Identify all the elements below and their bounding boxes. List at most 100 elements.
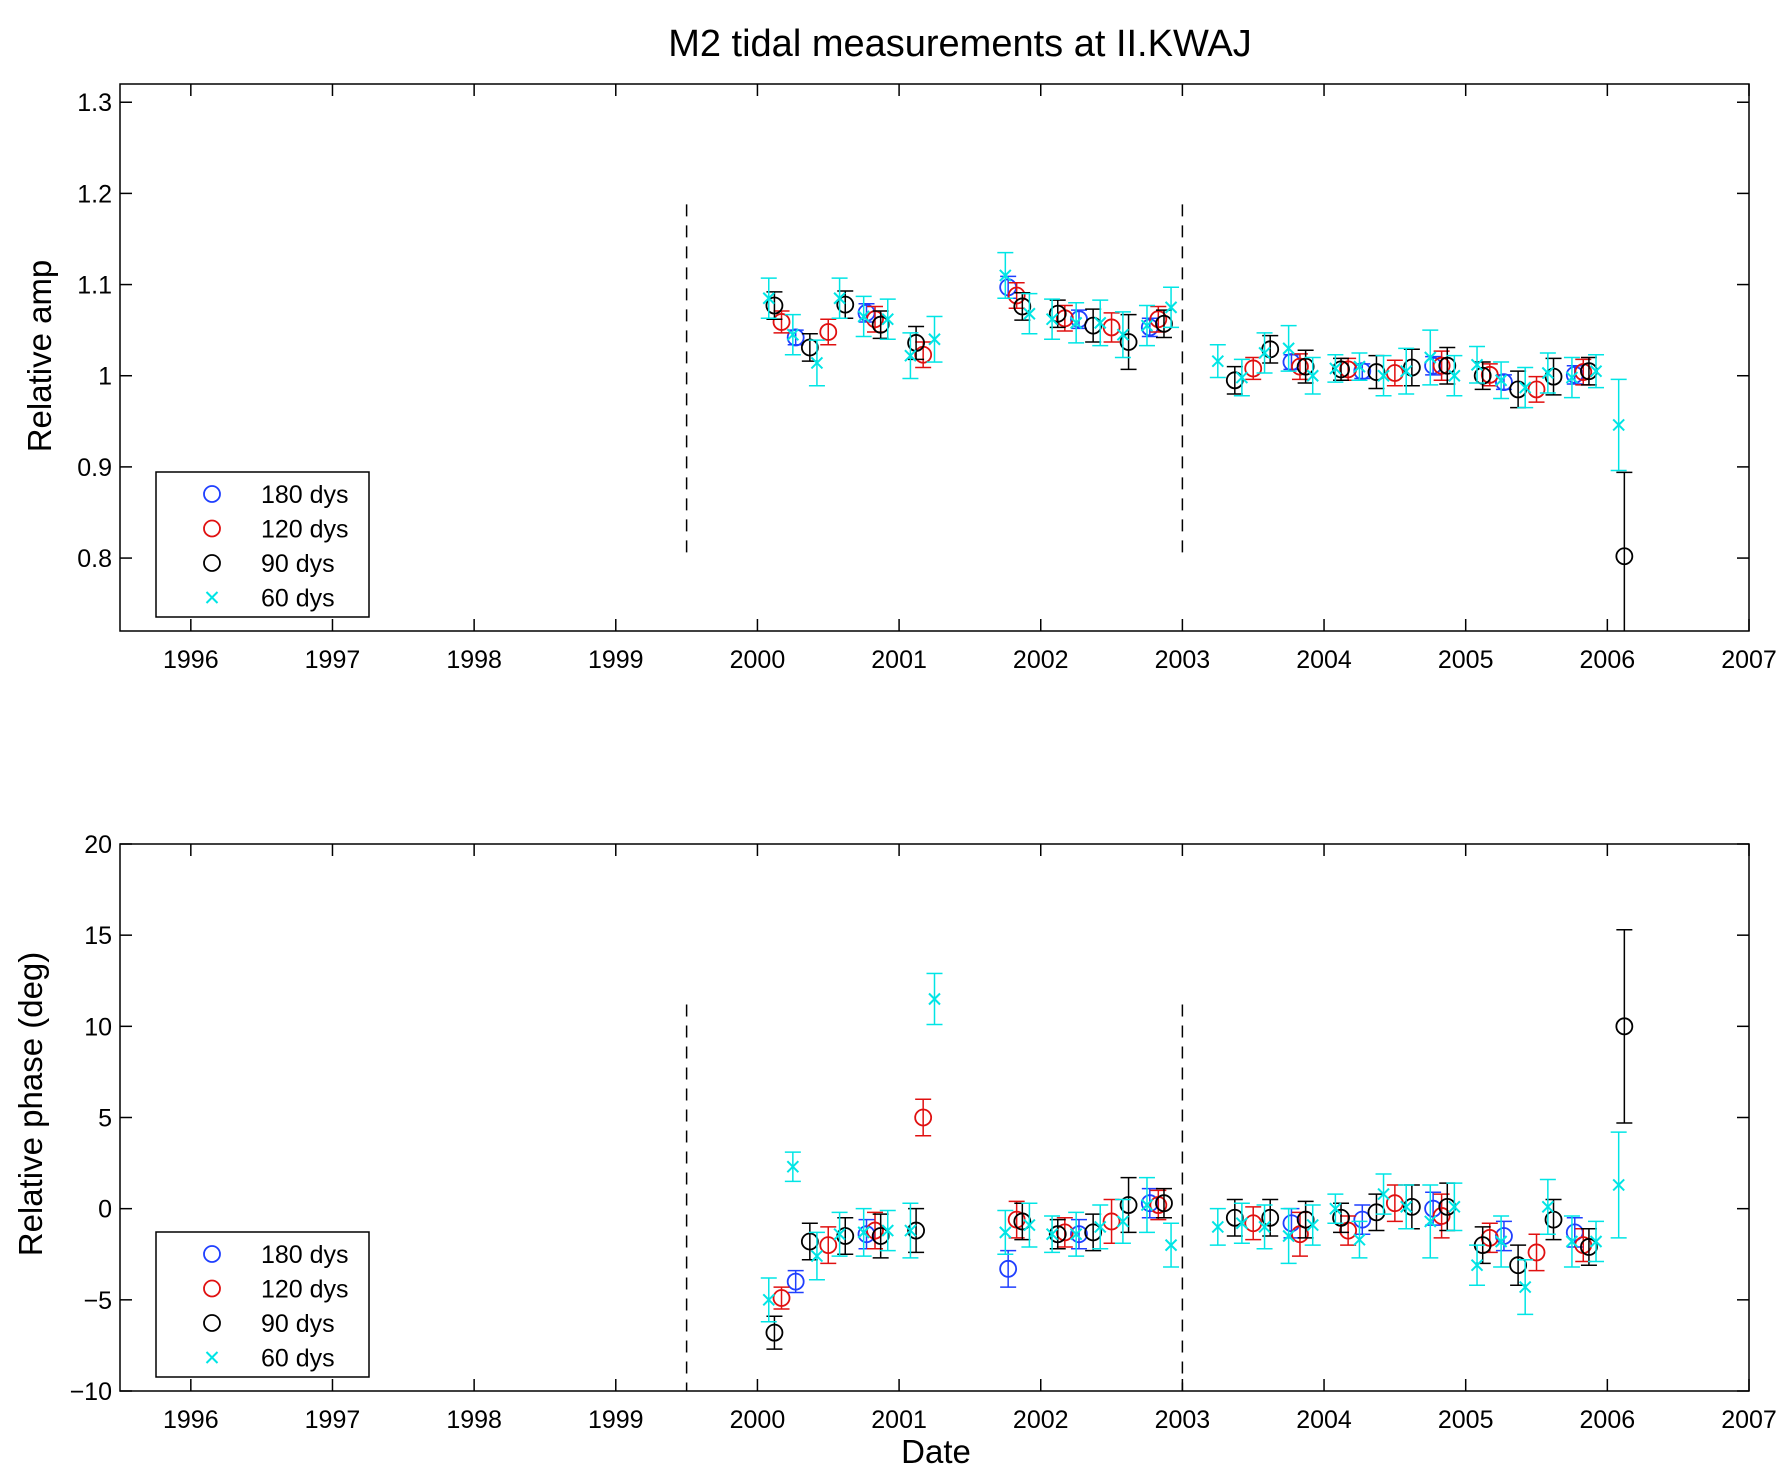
data-point	[928, 992, 941, 1006]
y-tick-label: 0.8	[77, 545, 112, 573]
data-point	[810, 1249, 824, 1263]
data-point	[1424, 351, 1437, 364]
y-tick-label: 15	[84, 922, 112, 950]
data-point	[1353, 1210, 1372, 1229]
x-tick-label: 2006	[1580, 1406, 1636, 1434]
data-point	[999, 1226, 1012, 1239]
data-point	[1589, 1235, 1603, 1248]
x-tick-label: 2000	[730, 646, 786, 674]
bottom-y-axis-label: Relative phase (deg)	[12, 952, 49, 1257]
y-tick-label: 20	[84, 831, 112, 859]
data-point	[1470, 1258, 1484, 1272]
x-tick-label: 2003	[1155, 1406, 1211, 1434]
data-point	[1399, 1200, 1413, 1214]
data-point	[1069, 1227, 1083, 1241]
y-tick-label: 0.9	[77, 454, 112, 482]
data-point	[1069, 316, 1083, 330]
data-point	[1377, 369, 1390, 382]
top-y-axis-label: Relative amp	[21, 260, 58, 453]
y-tick-label: −10	[70, 1378, 112, 1406]
legend-label: 120 dys	[261, 1276, 349, 1304]
data-point	[1565, 1235, 1579, 1248]
legend-label: 60 dys	[261, 1345, 335, 1373]
data-point	[1094, 1220, 1107, 1234]
data-point	[1140, 319, 1154, 332]
data-point	[1084, 316, 1103, 335]
data-point	[1332, 360, 1350, 379]
x-tick-label: 2001	[871, 646, 927, 674]
legend-marker	[205, 1351, 219, 1364]
data-point	[914, 1108, 933, 1127]
data-point	[1048, 304, 1067, 323]
data-point	[1094, 316, 1107, 330]
data-point	[871, 315, 890, 334]
data-point	[904, 1224, 917, 1237]
y-tick-label: 10	[84, 1013, 112, 1041]
data-point	[1367, 1203, 1386, 1222]
data-point	[1527, 380, 1546, 399]
data-point	[1580, 1238, 1598, 1256]
legend-box	[155, 1231, 370, 1378]
data-point	[1470, 358, 1484, 372]
y-tick-label: 0	[98, 1196, 112, 1224]
data-point	[881, 1224, 894, 1237]
data-point	[1541, 1200, 1555, 1214]
data-point	[1119, 1196, 1138, 1214]
data-point	[1045, 313, 1059, 326]
data-point	[1480, 365, 1499, 384]
data-point	[1527, 1243, 1546, 1262]
data-point	[1261, 1208, 1280, 1227]
data-point	[1329, 362, 1342, 375]
data-point	[1353, 1233, 1366, 1246]
data-point	[1448, 1200, 1461, 1214]
data-point	[800, 1232, 819, 1251]
legend-box	[155, 471, 370, 618]
data-point	[1495, 373, 1513, 392]
data-point	[1070, 1225, 1088, 1244]
x-tick-label: 1997	[305, 646, 361, 674]
data-point	[1432, 1207, 1451, 1225]
x-tick-label: 2005	[1438, 646, 1494, 674]
x-tick-label: 2007	[1721, 1406, 1777, 1434]
data-point	[1306, 369, 1319, 382]
legend-label: 90 dys	[261, 550, 335, 578]
data-point	[1402, 1197, 1421, 1216]
x-tick-label: 2002	[1013, 1406, 1069, 1434]
data-point	[1518, 1280, 1532, 1294]
data-point	[810, 356, 824, 370]
x-tick-label: 2000	[730, 1406, 786, 1434]
legend: 180 dys 120 dys 90 dys 60 dys	[155, 1231, 370, 1378]
x-tick-label: 1999	[588, 646, 644, 674]
data-point	[833, 1227, 846, 1241]
data-point	[1211, 354, 1225, 368]
data-point	[1291, 357, 1309, 376]
data-point	[786, 1160, 800, 1173]
data-point	[1013, 1212, 1032, 1231]
amplitude-panel: 1996 1997 1998 1999 2000 2001 2002 2003 2004 2005…	[77, 83, 1777, 674]
data-point	[1494, 374, 1508, 387]
data-point	[1615, 1017, 1634, 1036]
data-point	[1048, 1225, 1067, 1244]
data-point	[1296, 357, 1315, 376]
data-point	[1211, 1220, 1225, 1234]
data-point	[1541, 366, 1555, 380]
x-axis-label: Date	[901, 1433, 971, 1470]
legend-marker	[203, 485, 221, 503]
y-tick-label: 5	[98, 1105, 112, 1133]
data-point	[1102, 1212, 1121, 1231]
phase-panel: 1996 1997 1998 1999 2000 2001 2002 2003 2004 2005…	[70, 831, 1777, 1434]
data-point	[1235, 1217, 1249, 1230]
data-point	[786, 328, 805, 347]
data-point	[1574, 363, 1593, 381]
data-point	[1615, 547, 1634, 566]
x-tick-label: 2002	[1013, 646, 1069, 674]
data-point	[871, 1227, 890, 1245]
x-tick-label: 2006	[1580, 646, 1636, 674]
data-point	[1612, 1178, 1625, 1192]
x-tick-label: 2007	[1721, 646, 1777, 674]
legend-label: 60 dys	[261, 585, 335, 613]
data-point	[1258, 1220, 1271, 1234]
data-point	[1565, 371, 1579, 384]
legend-label: 180 dys	[261, 1241, 349, 1269]
